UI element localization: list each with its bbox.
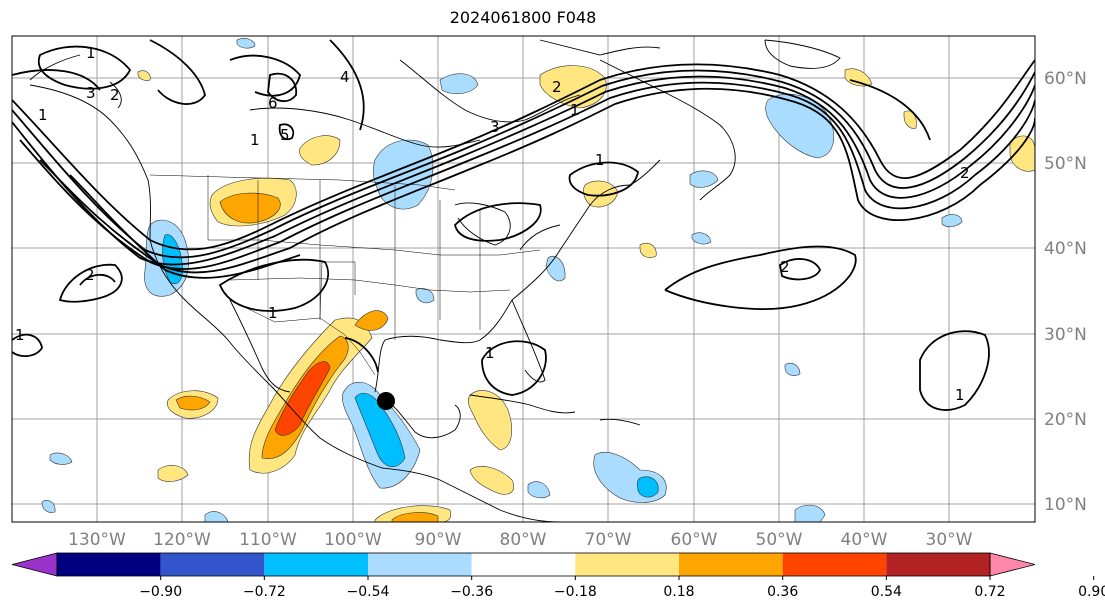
lat-label: 40°N xyxy=(1044,239,1087,259)
colorbar-tick-label: 0.54 xyxy=(871,584,902,600)
colorbar-tick-label: −0.18 xyxy=(554,584,597,600)
contour-label: 2 xyxy=(85,266,95,284)
contour-value-labels: 1 2 3 4 5 6 1 2 3 1 2 1 1 1 1 1 2 2 1 xyxy=(15,44,970,404)
colorbar-tick-label: −0.36 xyxy=(450,584,493,600)
storm-center-marker xyxy=(377,392,395,410)
colorbar-tick-label: 0.72 xyxy=(974,584,1005,600)
lon-label: 120°W xyxy=(153,530,211,550)
colorbar-tick-label: 0.90 xyxy=(1078,584,1105,600)
contour-label: 1 xyxy=(38,106,48,124)
contour-label: 1 xyxy=(15,326,25,344)
contour-label: 1 xyxy=(570,101,580,119)
map-title: 2024061800 F048 xyxy=(449,8,597,27)
coastlines xyxy=(29,39,841,522)
contour-label: 1 xyxy=(955,386,965,404)
colorbar-tick-label: −0.90 xyxy=(139,584,182,600)
lat-label: 60°N xyxy=(1044,69,1087,89)
contour-label: 1 xyxy=(268,304,278,322)
contour-label: 3 xyxy=(86,84,96,102)
colorbar-segment xyxy=(575,553,679,576)
lat-label: 10°N xyxy=(1044,495,1087,515)
lat-label: 50°N xyxy=(1044,154,1087,174)
colorbar: −0.90 −0.72 −0.54 −0.36 −0.18 0.18 0.36 0.54 0.7… xyxy=(11,552,1105,600)
colorbar-segment xyxy=(160,553,265,576)
colorbar-tick-label: −0.54 xyxy=(347,584,390,600)
lat-label: 30°N xyxy=(1044,325,1087,345)
contour-label: 2 xyxy=(960,164,970,182)
colorbar-tick-label: 0.36 xyxy=(767,584,798,600)
contour-label: 2 xyxy=(780,258,790,276)
lon-label: 110°W xyxy=(239,530,297,550)
longitude-labels: 130°W 120°W 110°W 100°W 90°W 80°W 70°W 6… xyxy=(68,530,973,550)
colorbar-extend-high xyxy=(989,552,1036,577)
latitude-labels: 60°N 50°N 40°N 30°N 20°N 10°N xyxy=(1044,69,1087,515)
lon-label: 30°W xyxy=(926,530,973,550)
contour-lines xyxy=(12,39,1035,411)
contour-label: 6 xyxy=(268,94,278,112)
contour-label: 2 xyxy=(552,78,562,96)
lon-label: 70°W xyxy=(585,530,632,550)
contour-label: 1 xyxy=(250,131,260,149)
colorbar-segment xyxy=(471,553,576,576)
colorbar-tick-label: 0.18 xyxy=(663,584,694,600)
colorbar-tick-label: −0.72 xyxy=(243,584,286,600)
colorbar-extend-low xyxy=(11,552,58,577)
contour-label: 1 xyxy=(595,151,605,169)
colorbar-segment xyxy=(782,553,887,576)
colorbar-outline xyxy=(56,552,991,577)
map-frame xyxy=(11,35,1036,523)
lon-label: 60°W xyxy=(671,530,718,550)
lon-label: 100°W xyxy=(324,530,382,550)
lon-label: 130°W xyxy=(68,530,126,550)
lat-label: 20°N xyxy=(1044,410,1087,430)
lon-label: 50°W xyxy=(756,530,803,550)
contour-label: 2 xyxy=(110,86,120,104)
contour-label: 4 xyxy=(340,68,350,86)
contour-label: 1 xyxy=(485,344,495,362)
lon-label: 90°W xyxy=(415,530,462,550)
colorbar-segment xyxy=(264,553,368,576)
contour-label: 3 xyxy=(490,118,500,136)
colorbar-segment xyxy=(57,553,161,576)
contour-label: 5 xyxy=(280,126,290,144)
lon-label: 80°W xyxy=(500,530,547,550)
lon-label: 40°W xyxy=(841,530,888,550)
colorbar-segment xyxy=(679,553,783,576)
colorbar-segment xyxy=(368,553,472,576)
contour-label: 1 xyxy=(86,44,96,62)
colorbar-segment xyxy=(886,553,990,576)
